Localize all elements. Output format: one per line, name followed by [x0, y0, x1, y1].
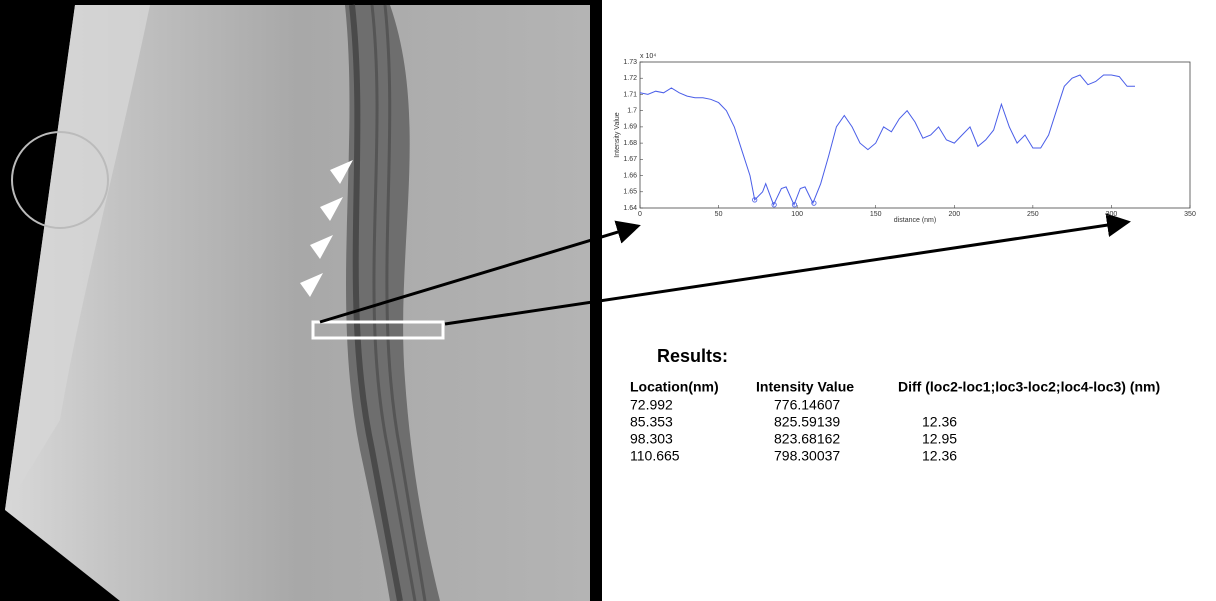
- x-tick-label: 250: [1027, 211, 1039, 218]
- chart: x 10⁴ distance (nm) Intensity Value 0 50 1…: [614, 53, 1196, 224]
- results-title: Results:: [657, 346, 728, 366]
- x-tick-label: 200: [948, 211, 960, 218]
- cell: 72.992: [630, 397, 673, 413]
- cell: 12.95: [922, 431, 957, 447]
- y-tick-label: 1.73: [623, 59, 637, 66]
- x-tick-label: 150: [870, 211, 882, 218]
- x-axis-label: distance (nm): [894, 217, 936, 224]
- x-tick-label: 0: [638, 211, 642, 218]
- cell: 823.68162: [774, 431, 840, 447]
- y-tick-label: 1.71: [623, 91, 637, 98]
- cell: 98.303: [630, 431, 673, 447]
- cell: 798.30037: [774, 448, 840, 464]
- y-tick-label: 1.67: [623, 156, 637, 163]
- x-tick-label: 350: [1184, 211, 1196, 218]
- micrograph: [0, 0, 602, 601]
- plot-area: [640, 62, 1190, 208]
- column-header: Diff (loc2-loc1;loc3-loc2;loc4-loc3) (nm…: [898, 379, 1160, 395]
- figure: x 10⁴ distance (nm) Intensity Value 0 50 1…: [0, 0, 1216, 601]
- cell: 12.36: [922, 414, 957, 430]
- y-multiplier: x 10⁴: [640, 53, 656, 60]
- y-tick-label: 1.69: [623, 124, 637, 131]
- cell: 85.353: [630, 414, 673, 430]
- column-header: Intensity Value: [756, 379, 854, 395]
- x-tick-label: 50: [715, 211, 723, 218]
- y-tick-label: 1.68: [623, 140, 637, 147]
- y-tick-label: 1.72: [623, 75, 637, 82]
- cell: 12.36: [922, 448, 957, 464]
- y-tick-label: 1.64: [623, 205, 637, 212]
- results: Results: Location(nm) Intensity Value Diff…: [630, 346, 1160, 464]
- column-header: Location(nm): [630, 379, 719, 395]
- cell: 110.665: [630, 448, 680, 464]
- x-tick-label: 100: [791, 211, 803, 218]
- y-tick-label: 1.7: [627, 108, 637, 115]
- y-tick-label: 1.65: [623, 189, 637, 196]
- y-axis-label: Intensity Value: [614, 112, 621, 158]
- cell: 825.59139: [774, 414, 840, 430]
- page: x 10⁴ distance (nm) Intensity Value 0 50 1…: [0, 0, 1216, 601]
- y-tick-label: 1.66: [623, 172, 637, 179]
- cell: 776.14607: [774, 397, 840, 413]
- x-tick-label: 300: [1106, 211, 1118, 218]
